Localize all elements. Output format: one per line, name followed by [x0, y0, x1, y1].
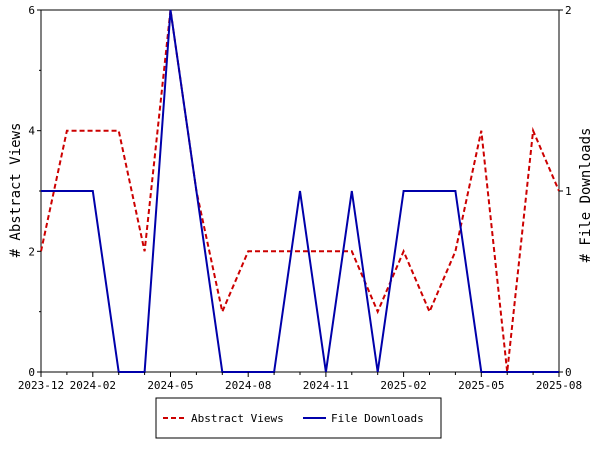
x-tick-label: 2024-05	[147, 379, 193, 392]
x-tick-label: 2025-05	[458, 379, 504, 392]
x-tick-label: 2024-11	[303, 379, 349, 392]
y-tick-label-left: 4	[28, 125, 35, 138]
x-tick-label: 2025-08	[536, 379, 582, 392]
y-tick-label-left: 6	[28, 4, 35, 17]
series-line-file-downloads	[41, 9, 559, 373]
x-tick-label: 2025-02	[380, 379, 426, 392]
series-line-abstract-views	[40, 9, 560, 373]
y-axis-title-right: # File Downloads	[578, 128, 594, 263]
legend: Abstract Views File Downloads	[155, 397, 442, 439]
x-tick-label: 2024-02	[70, 379, 116, 392]
y-tick-label-right: 1	[565, 185, 572, 198]
legend-label-abstract-views: Abstract Views	[191, 412, 284, 425]
y-tick-label-left: 0	[28, 366, 35, 379]
y-tick-label-right: 0	[565, 366, 572, 379]
y-tick-label-right: 2	[565, 4, 572, 17]
series-layer	[40, 9, 560, 373]
y-tick-label-left: 2	[28, 245, 35, 258]
y-axis-title-left: # Abstract Views	[8, 123, 24, 258]
legend-box	[155, 397, 442, 439]
x-tick-label: 2024-08	[225, 379, 271, 392]
ticks-layer: 2023-12 2024-02 2024-05 2024-08 2024-11 2025-…	[18, 4, 582, 392]
x-tick-label: 2023-12	[18, 379, 64, 392]
legend-label-file-downloads: File Downloads	[331, 412, 424, 425]
